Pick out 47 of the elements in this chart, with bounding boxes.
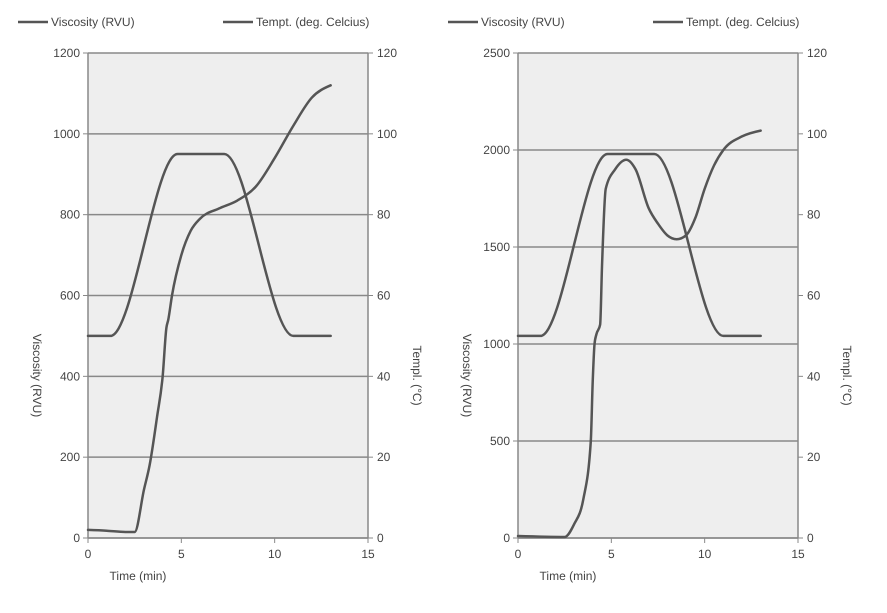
y2-tick-label: 80 [807,208,821,222]
y2-axis-title: Templ. (°C) [840,345,854,406]
x-axis-title: Time (min) [110,569,166,583]
y-tick-label: 2500 [483,46,510,60]
x-tick-label: 0 [84,547,92,561]
y2-tick-label: 120 [807,46,828,60]
y-tick-label: 1000 [53,126,80,141]
y2-tick-label: 40 [377,369,391,384]
legend-label: Tempt. (deg. Celcius) [686,15,800,29]
x-tick-label: 5 [178,547,185,561]
y-tick-label: 400 [60,369,80,384]
y-tick-label: 500 [490,434,510,448]
y-axis-title: Viscosity (RVU) [30,334,44,418]
y-tick-label: 2000 [483,143,510,157]
y2-axis-title: Templ. (°C) [410,345,424,406]
y-tick-label: 1200 [53,46,80,60]
legend-label: Viscosity (RVU) [481,15,565,29]
y-tick-label: 0 [73,531,80,545]
x-tick-label: 0 [514,547,522,561]
x-axis-title: Time (min) [540,569,596,583]
y-tick-label: 1500 [483,240,510,254]
y-axis-title: Viscosity (RVU) [460,334,474,418]
legend-label: Tempt. (deg. Celcius) [256,15,370,29]
x-tick-label: 15 [361,547,375,561]
x-tick-label: 10 [268,547,282,561]
y-tick-label: 800 [60,208,80,222]
x-tick-label: 5 [608,547,615,561]
y2-tick-label: 0 [377,531,384,545]
y2-tick-label: 100 [377,126,398,141]
y2-tick-label: 80 [377,208,391,222]
y2-tick-label: 120 [377,46,398,60]
y2-tick-label: 60 [807,288,821,302]
y-tick-label: 1000 [483,337,510,351]
y-tick-label: 0 [503,531,510,545]
y2-tick-label: 100 [807,126,828,141]
y2-tick-label: 60 [377,288,391,302]
x-tick-label: 15 [791,547,805,561]
x-tick-label: 10 [698,547,712,561]
y2-tick-label: 40 [807,369,821,384]
line-series [86,84,332,534]
y2-tick-label: 0 [807,531,814,545]
y2-tick-label: 20 [377,450,391,464]
line-series [516,129,762,538]
y-tick-label: 200 [60,450,80,464]
y-tick-label: 600 [60,288,80,302]
y2-tick-label: 20 [807,450,821,464]
legend-label: Viscosity (RVU) [51,15,135,29]
